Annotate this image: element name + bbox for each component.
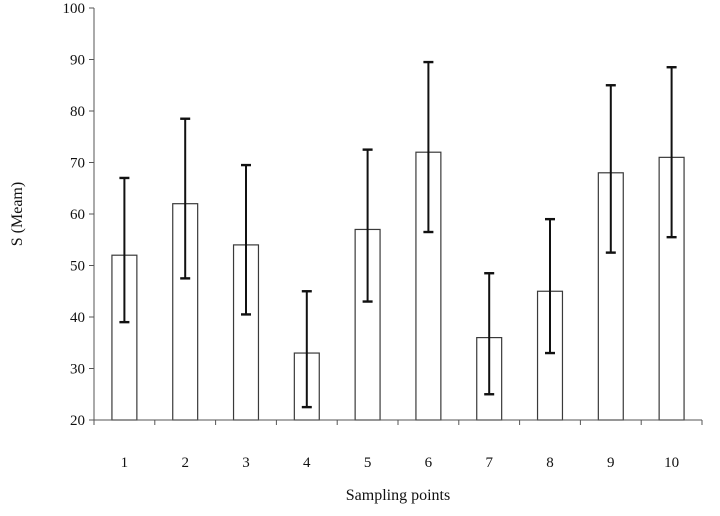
- y-axis-ticks: 20 30 40 50 60 70 80 90 100: [63, 1, 94, 429]
- error-bar-point-9: [605, 84, 616, 254]
- error-bar-point-7: [484, 272, 495, 396]
- x-tick-label: 4: [303, 455, 311, 471]
- x-tick-label: 1: [121, 455, 129, 471]
- x-tick-label: 2: [181, 455, 189, 471]
- x-tick-label: 6: [425, 455, 433, 471]
- error-bar-point-8: [545, 217, 555, 355]
- error-bar-point-2: [180, 117, 191, 280]
- x-tick-label: 3: [242, 455, 250, 471]
- x-axis-title: Sampling points: [346, 487, 450, 504]
- error-bar-point-3: [241, 163, 251, 316]
- error-bar-point-10: [666, 66, 677, 239]
- error-bar-point-6: [423, 60, 434, 234]
- error-bars: [119, 60, 677, 409]
- x-tick-label: 8: [546, 455, 554, 471]
- y-tick-label: 30: [70, 362, 85, 378]
- y-tick-label: 70: [70, 156, 85, 172]
- y-tick-label: 100: [63, 1, 86, 17]
- y-tick-label: 90: [70, 53, 85, 69]
- y-axis-title: S (Meam): [9, 182, 26, 246]
- y-tick-label: 20: [70, 413, 85, 429]
- error-bar-point-5: [362, 148, 373, 303]
- x-tick-label: 9: [607, 455, 615, 471]
- error-bar-point-1: [119, 176, 130, 324]
- x-axis-ticks: 1 2 3 4 5 6 7 8 9 10: [93, 420, 703, 471]
- y-tick-label: 80: [70, 104, 85, 120]
- y-tick-label: 60: [70, 207, 85, 223]
- bars: [111, 151, 685, 421]
- x-tick-label: 5: [364, 455, 372, 471]
- y-tick-label: 40: [70, 310, 85, 326]
- error-bar-point-4: [301, 290, 312, 409]
- x-tick-label: 10: [664, 455, 679, 471]
- x-tick-label: 7: [485, 455, 493, 471]
- y-tick-label: 50: [70, 259, 85, 275]
